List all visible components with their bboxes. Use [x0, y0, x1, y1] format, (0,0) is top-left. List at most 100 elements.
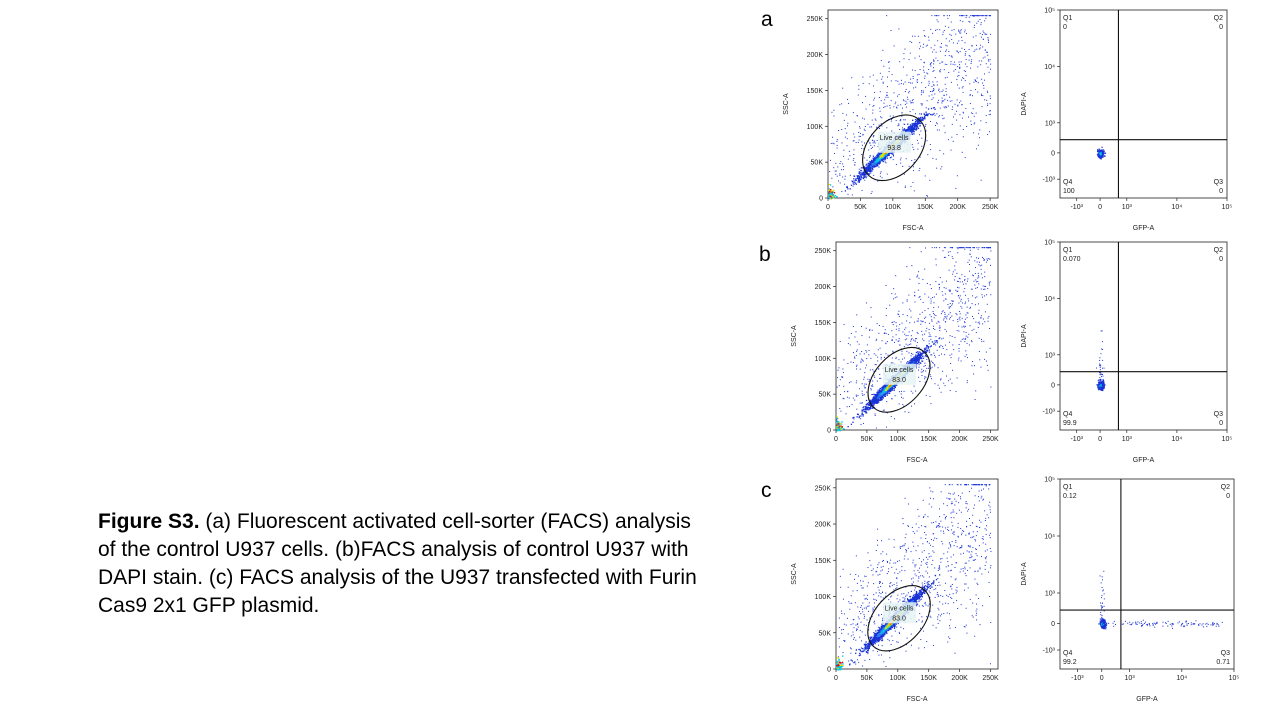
event-point	[935, 247, 937, 249]
event-point	[921, 145, 923, 147]
event-point	[982, 296, 984, 298]
event-point	[954, 113, 956, 115]
event-point	[892, 351, 894, 353]
event-point	[858, 139, 860, 141]
event-point	[843, 155, 845, 157]
event-point	[962, 21, 964, 23]
event-point	[949, 354, 951, 356]
event-point	[870, 167, 872, 170]
event-point	[1100, 152, 1103, 155]
event-point	[984, 321, 986, 323]
event-point	[836, 144, 838, 146]
event-point	[910, 339, 912, 341]
event-point	[861, 358, 863, 360]
event-point	[949, 247, 951, 249]
event-point	[951, 108, 953, 110]
event-point	[989, 258, 991, 260]
event-point	[904, 119, 906, 121]
event-point	[884, 152, 886, 154]
event-point	[918, 277, 920, 279]
event-point	[914, 126, 916, 128]
event-point	[853, 158, 855, 160]
event-point	[961, 281, 963, 283]
event-point	[945, 49, 947, 51]
event-point	[960, 305, 962, 307]
event-point	[901, 350, 903, 352]
event-point	[1102, 155, 1104, 157]
event-point	[829, 171, 831, 173]
event-point	[916, 82, 918, 84]
event-point	[831, 196, 833, 199]
event-point	[984, 33, 986, 35]
event-point	[951, 315, 953, 317]
event-point	[895, 356, 897, 358]
event-point	[964, 279, 966, 281]
event-point	[910, 130, 912, 132]
event-point	[847, 363, 849, 365]
event-point	[954, 61, 956, 63]
event-point	[951, 382, 953, 384]
event-point	[952, 116, 954, 118]
event-point	[869, 328, 871, 330]
event-point	[932, 113, 934, 115]
event-point	[854, 121, 856, 123]
event-point	[972, 295, 974, 297]
event-point	[928, 84, 930, 86]
event-point	[944, 354, 946, 356]
event-point	[884, 154, 886, 156]
event-point	[927, 113, 929, 115]
event-point	[939, 70, 941, 72]
event-point	[932, 107, 935, 109]
event-point	[983, 259, 985, 261]
event-point	[974, 122, 976, 124]
event-point	[842, 176, 844, 178]
event-point	[916, 120, 919, 123]
event-point	[945, 88, 947, 90]
event-point	[911, 128, 914, 131]
event-point	[905, 335, 907, 337]
event-point	[983, 84, 985, 86]
event-point	[857, 181, 859, 183]
event-point	[969, 21, 971, 23]
event-point	[949, 251, 951, 253]
event-point	[926, 114, 929, 116]
event-point	[969, 83, 971, 85]
event-point	[847, 343, 849, 345]
event-point	[975, 281, 977, 283]
event-point	[848, 397, 850, 399]
event-point	[858, 168, 860, 170]
event-point	[903, 405, 905, 407]
event-point	[863, 173, 865, 175]
event-point	[897, 313, 899, 315]
event-point	[873, 104, 875, 106]
event-point	[969, 103, 971, 105]
event-point	[874, 364, 876, 366]
event-point	[958, 348, 960, 350]
event-point	[841, 191, 843, 193]
event-point	[957, 290, 959, 292]
event-point	[948, 254, 950, 256]
event-point	[912, 122, 914, 125]
event-point	[880, 60, 882, 62]
event-point	[934, 356, 936, 358]
event-point	[832, 190, 834, 192]
event-point	[972, 36, 974, 38]
event-point	[884, 156, 886, 159]
event-point	[904, 48, 906, 50]
event-point	[882, 82, 884, 84]
event-point	[909, 126, 911, 128]
event-point	[884, 99, 886, 101]
event-point	[927, 347, 929, 349]
event-point	[944, 293, 946, 295]
event-point	[880, 358, 882, 360]
event-point	[836, 175, 838, 177]
event-point	[934, 364, 936, 366]
event-point	[829, 195, 832, 198]
event-point	[923, 43, 925, 45]
event-point	[860, 362, 862, 364]
event-point	[841, 129, 843, 131]
event-point	[1099, 151, 1101, 153]
event-point	[981, 277, 983, 279]
event-point	[889, 152, 891, 154]
event-point	[847, 188, 849, 190]
